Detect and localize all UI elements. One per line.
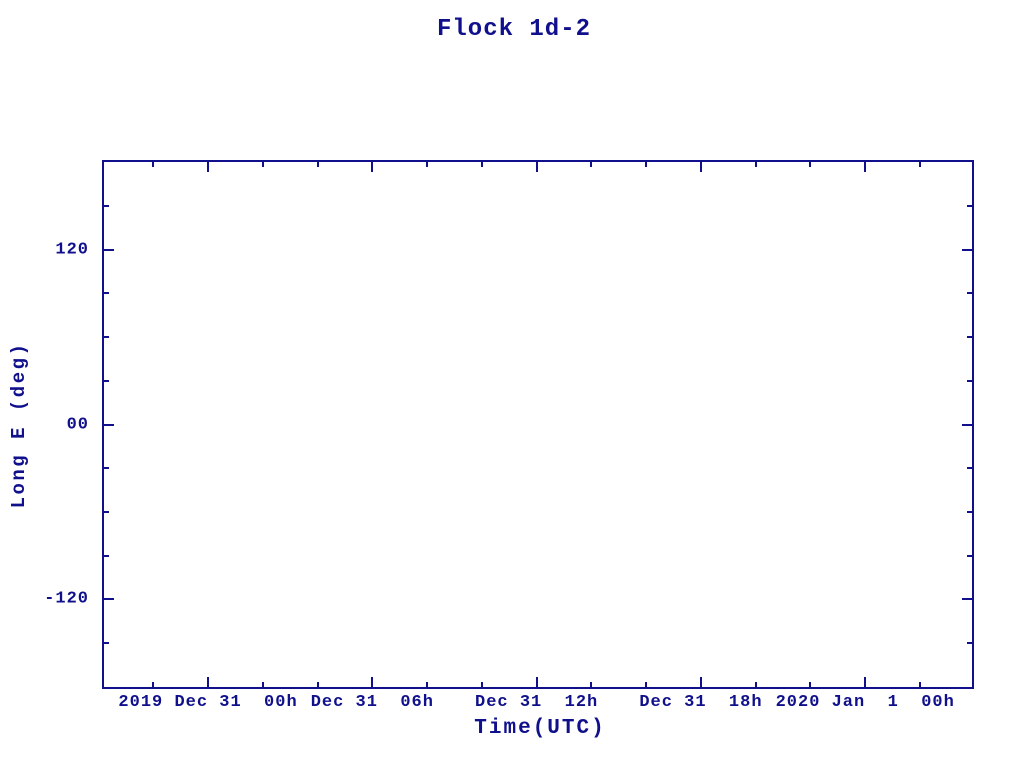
x-axis-title: Time(UTC) [474, 717, 606, 740]
x-minor-tick [316, 162, 319, 167]
chart-title: Flock 1d-2 [436, 16, 592, 43]
x-major-tick [207, 162, 210, 172]
y-minor-tick [967, 554, 972, 557]
y-major-tick [962, 423, 972, 426]
y-minor-tick [104, 554, 109, 557]
x-tick-label: Dec 31 12h [475, 693, 599, 712]
y-major-tick [962, 248, 972, 251]
y-minor-tick [967, 642, 972, 645]
x-tick-label: Dec 31 06h [310, 693, 434, 712]
y-major-tick [104, 598, 114, 601]
x-minor-tick [480, 162, 483, 167]
y-minor-tick [104, 511, 109, 513]
x-minor-tick [316, 682, 319, 687]
y-tick-label: -120 [44, 589, 89, 609]
x-minor-tick [590, 162, 593, 167]
y-minor-tick [967, 292, 972, 295]
y-axis-title: Long E (deg) [8, 341, 30, 509]
x-major-tick [207, 677, 210, 687]
x-major-tick [371, 677, 374, 687]
x-minor-tick [590, 682, 593, 687]
x-major-tick [864, 162, 867, 172]
x-major-tick [535, 162, 538, 172]
y-major-tick [962, 598, 972, 601]
x-minor-tick [261, 682, 264, 687]
y-tick-label: 00 [66, 415, 89, 434]
x-minor-tick [645, 682, 648, 687]
x-minor-tick [918, 162, 921, 167]
y-minor-tick [104, 335, 109, 338]
x-minor-tick [918, 682, 921, 687]
x-tick-label: 2019 Dec 31 00h [118, 693, 298, 712]
y-minor-tick [967, 335, 972, 338]
y-minor-tick [104, 204, 109, 207]
x-minor-tick [152, 682, 155, 687]
y-minor-tick [967, 204, 972, 207]
y-tick-labels: 120 00 -120 [0, 162, 89, 687]
x-major-tick [864, 677, 867, 687]
y-tick-label: 120 [55, 240, 89, 259]
x-minor-tick [809, 162, 812, 167]
x-major-tick [699, 162, 702, 172]
x-minor-tick [152, 162, 155, 167]
y-minor-tick [967, 511, 972, 513]
y-minor-tick [104, 642, 109, 645]
x-major-tick [699, 677, 702, 687]
plot-area [102, 160, 974, 689]
x-minor-tick [645, 162, 648, 167]
x-major-tick [535, 677, 538, 687]
y-minor-tick [967, 467, 972, 470]
y-minor-tick [104, 292, 109, 295]
x-minor-tick [261, 162, 264, 167]
y-major-tick [104, 423, 114, 426]
x-minor-tick [754, 162, 757, 167]
y-minor-tick [104, 467, 109, 470]
x-tick-label: 2020 Jan 1 00h [775, 693, 955, 712]
x-minor-tick [426, 682, 429, 687]
x-minor-tick [809, 682, 812, 687]
x-major-tick [371, 162, 374, 172]
x-minor-tick [754, 682, 757, 687]
y-minor-tick [967, 379, 972, 382]
y-major-tick [104, 248, 114, 251]
x-minor-tick [480, 682, 483, 687]
x-tick-label: Dec 31 18h [639, 693, 763, 712]
x-tick-labels: 2019 Dec 31 00h Dec 31 06h Dec 31 12h Dec 3… [104, 693, 972, 713]
x-minor-tick [426, 162, 429, 167]
y-minor-tick [104, 379, 109, 382]
